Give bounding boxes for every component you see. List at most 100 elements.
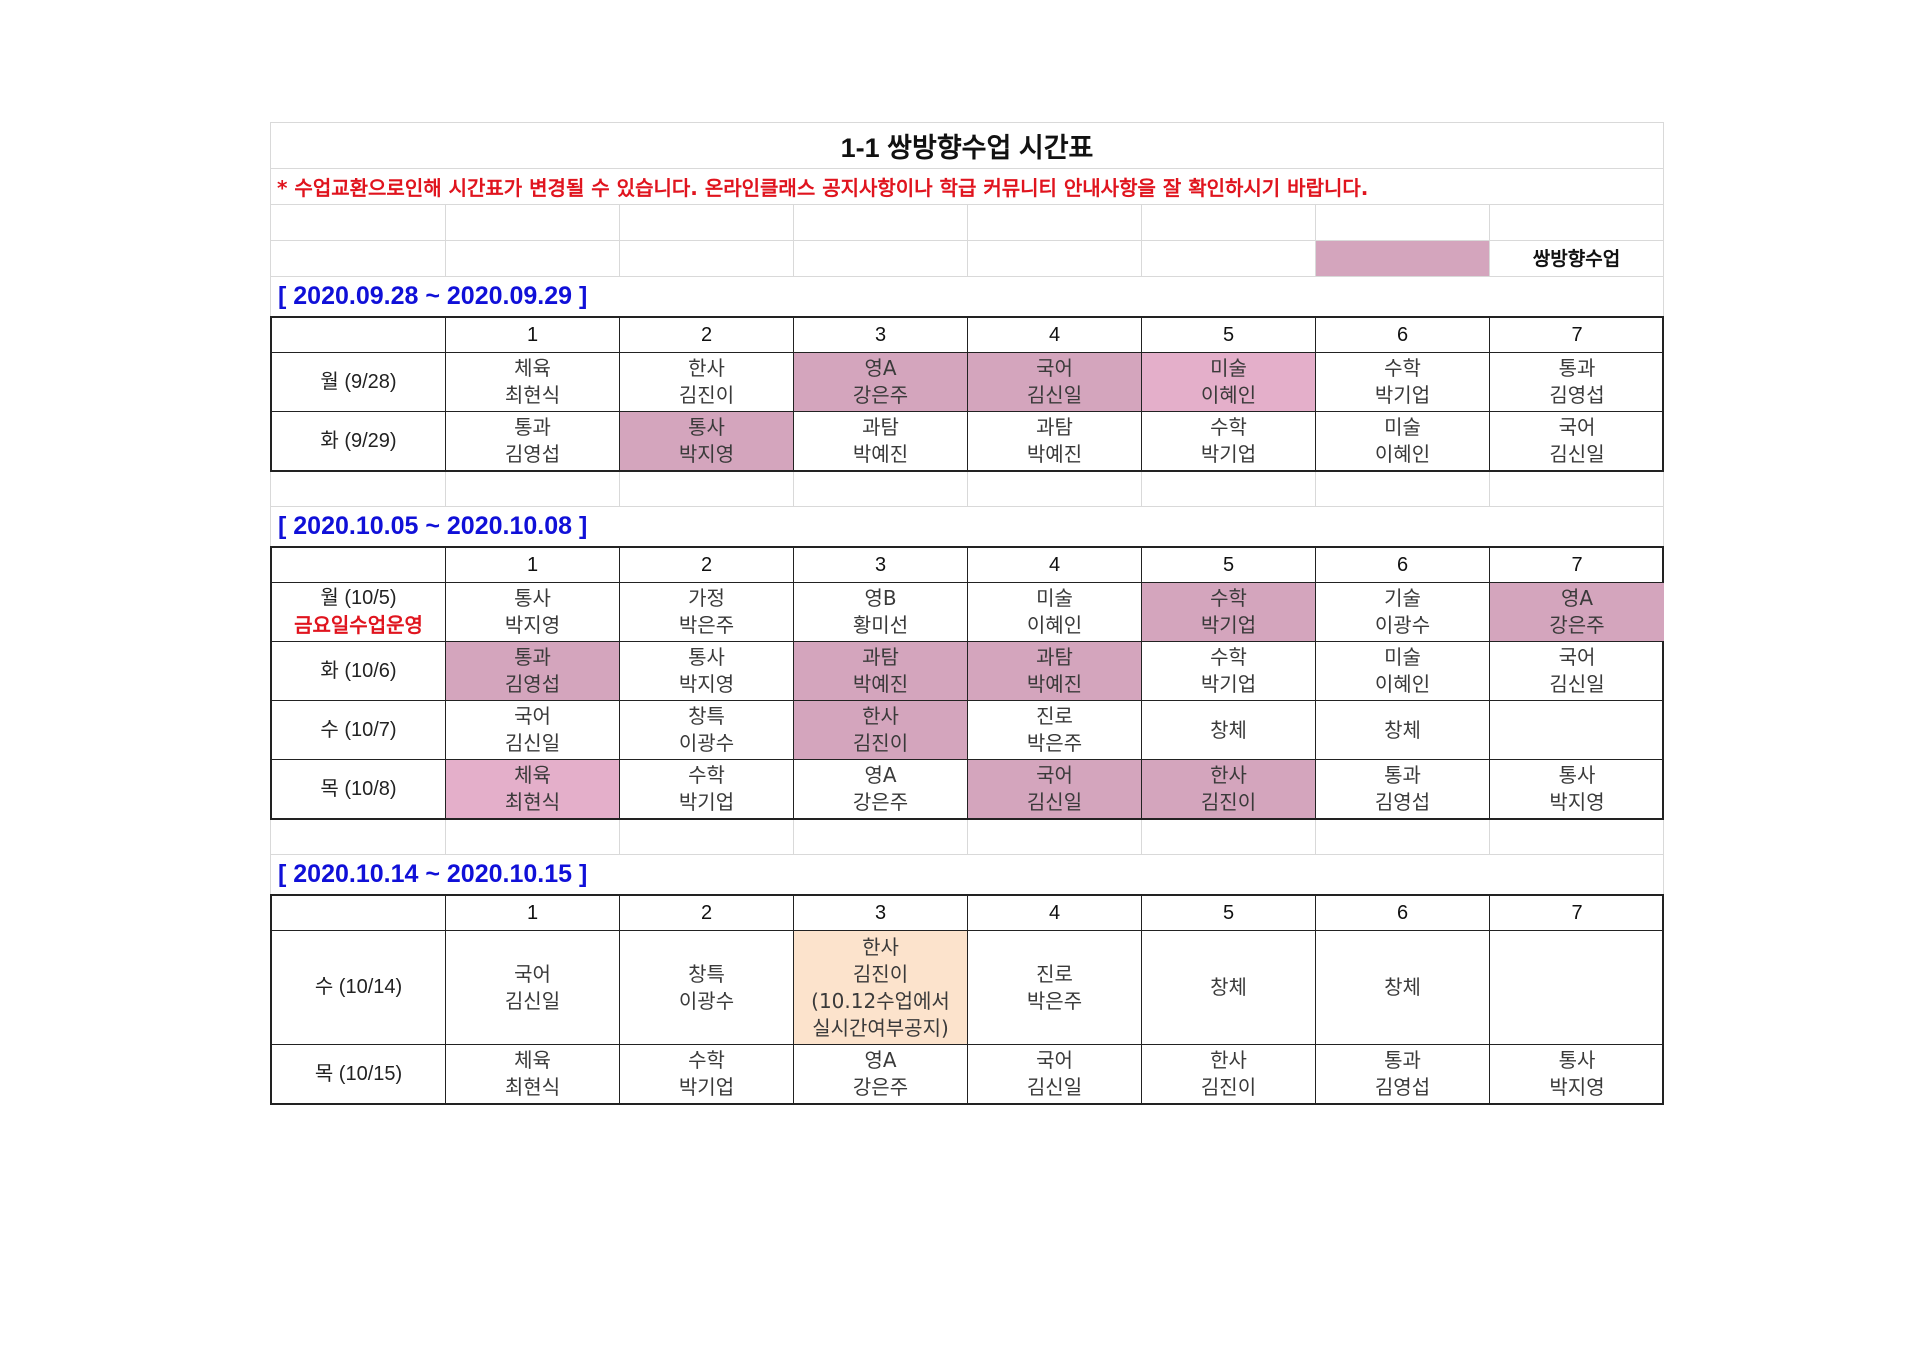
class-cell[interactable]: 진로 박은주	[968, 701, 1142, 759]
period-header[interactable]: 7	[1571, 323, 1583, 346]
period-header[interactable]: 1	[446, 318, 620, 352]
header-empty-cell[interactable]	[272, 896, 446, 930]
class-cell[interactable]: 체육 최현식	[446, 1045, 620, 1103]
class-cell[interactable]: 통과 김영섭	[1316, 1045, 1490, 1103]
class-cell[interactable]: 창특 이광수	[620, 931, 794, 1044]
class-cell[interactable]: 수학 박기업	[1142, 412, 1316, 470]
empty-cell[interactable]	[1142, 241, 1316, 277]
period-header[interactable]: 7	[1571, 553, 1583, 576]
empty-cell[interactable]	[794, 241, 968, 277]
empty-cell[interactable]	[270, 820, 446, 854]
empty-cell[interactable]	[1316, 820, 1490, 854]
class-cell[interactable]: 통사 박지영	[1490, 1045, 1664, 1103]
class-cell[interactable]: 수학 박기업	[1316, 353, 1490, 411]
empty-cell[interactable]	[1142, 472, 1316, 506]
day-cell[interactable]: 화 (9/29)	[272, 412, 446, 470]
period-header[interactable]: 6	[1316, 318, 1490, 352]
class-cell[interactable]: 창체	[1142, 931, 1316, 1044]
period-header[interactable]: 4	[968, 896, 1142, 930]
class-cell[interactable]: 수학 박기업	[1142, 583, 1316, 641]
day-cell[interactable]: 월 (9/28)	[272, 353, 446, 411]
class-cell[interactable]: 한사 김진이 (10.12수업에서 실시간여부공지)	[794, 931, 968, 1044]
class-cell[interactable]: 한사 김진이	[794, 701, 968, 759]
empty-cell[interactable]	[1490, 205, 1664, 240]
class-cell[interactable]: 미술 이혜인	[1142, 353, 1316, 411]
period-header[interactable]: 6	[1316, 896, 1490, 930]
class-cell[interactable]: 영A 강은주	[794, 353, 968, 411]
period-header[interactable]: 3	[794, 896, 968, 930]
class-cell[interactable]: 체육 최현식	[446, 353, 620, 411]
class-cell[interactable]: 통사 박지영	[1490, 760, 1664, 818]
class-cell[interactable]: 수학 박기업	[620, 1045, 794, 1103]
empty-cell[interactable]	[620, 820, 794, 854]
class-cell[interactable]: 통사 박지영	[620, 642, 794, 700]
empty-cell[interactable]	[446, 205, 620, 240]
day-cell[interactable]: 화 (10/6)	[272, 642, 446, 700]
period-header[interactable]: 2	[620, 548, 794, 582]
empty-cell[interactable]	[794, 820, 968, 854]
class-cell[interactable]: 국어 김신일	[968, 353, 1142, 411]
empty-cell[interactable]	[270, 205, 446, 240]
period-header[interactable]: 3	[794, 318, 968, 352]
period-header[interactable]: 5	[1142, 548, 1316, 582]
period-header[interactable]: 7	[1571, 901, 1583, 924]
class-cell[interactable]: 통과 김영섭	[446, 642, 620, 700]
class-cell[interactable]: 국어 김신일	[968, 760, 1142, 818]
class-cell[interactable]: 미술 이혜인	[1316, 642, 1490, 700]
day-cell[interactable]: 수 (10/14)	[272, 931, 446, 1044]
day-cell[interactable]: 목 (10/8)	[272, 760, 446, 818]
class-cell[interactable]: 기술 이광수	[1316, 583, 1490, 641]
empty-cell[interactable]	[1316, 472, 1490, 506]
period-header[interactable]: 6	[1316, 548, 1490, 582]
period-header[interactable]: 5	[1142, 318, 1316, 352]
class-cell[interactable]: 과탐 박예진	[794, 642, 968, 700]
period-header[interactable]: 2	[620, 318, 794, 352]
empty-cell[interactable]	[1316, 205, 1490, 240]
class-cell[interactable]: 영B 황미선	[794, 583, 968, 641]
empty-cell[interactable]	[270, 241, 446, 277]
class-cell[interactable]: 한사 김진이	[1142, 760, 1316, 818]
empty-cell[interactable]	[794, 205, 968, 240]
empty-cell[interactable]	[446, 472, 620, 506]
empty-cell[interactable]	[270, 472, 446, 506]
class-cell[interactable]: 창체	[1142, 701, 1316, 759]
class-cell[interactable]	[1490, 701, 1664, 759]
class-cell[interactable]	[1490, 931, 1664, 1044]
class-cell[interactable]: 창특 이광수	[620, 701, 794, 759]
class-cell[interactable]: 과탐 박예진	[968, 642, 1142, 700]
class-cell[interactable]: 수학 박기업	[1142, 642, 1316, 700]
day-cell[interactable]: 월 (10/5) 금요일수업운영	[272, 583, 446, 641]
empty-cell[interactable]	[794, 472, 968, 506]
period-header[interactable]: 1	[446, 548, 620, 582]
period-header[interactable]: 1	[446, 896, 620, 930]
empty-cell[interactable]	[446, 820, 620, 854]
period-header[interactable]: 5	[1142, 896, 1316, 930]
empty-cell[interactable]	[968, 241, 1142, 277]
day-cell[interactable]: 수 (10/7)	[272, 701, 446, 759]
empty-cell[interactable]	[968, 205, 1142, 240]
class-cell[interactable]: 국어 김신일	[1490, 642, 1664, 700]
empty-cell[interactable]	[1490, 820, 1664, 854]
class-cell[interactable]: 과탐 박예진	[794, 412, 968, 470]
empty-cell[interactable]	[968, 820, 1142, 854]
class-cell[interactable]: 한사 김진이	[1142, 1045, 1316, 1103]
class-cell[interactable]: 가정 박은주	[620, 583, 794, 641]
period-header[interactable]: 4	[968, 548, 1142, 582]
empty-cell[interactable]	[620, 472, 794, 506]
class-cell[interactable]: 통과 김영섭	[446, 412, 620, 470]
class-cell[interactable]: 창체	[1316, 931, 1490, 1044]
header-empty-cell[interactable]	[272, 548, 446, 582]
class-cell[interactable]: 영A 강은주	[794, 760, 968, 818]
class-cell[interactable]: 과탐 박예진	[968, 412, 1142, 470]
class-cell[interactable]: 영A 강은주	[1490, 583, 1664, 641]
class-cell[interactable]: 통과 김영섭	[1316, 760, 1490, 818]
class-cell[interactable]: 체육 최현식	[446, 760, 620, 818]
class-cell[interactable]: 국어 김신일	[1490, 412, 1664, 470]
class-cell[interactable]: 미술 이혜인	[968, 583, 1142, 641]
empty-cell[interactable]	[968, 472, 1142, 506]
class-cell[interactable]: 한사 김진이	[620, 353, 794, 411]
header-empty-cell[interactable]	[272, 318, 446, 352]
class-cell[interactable]: 진로 박은주	[968, 931, 1142, 1044]
period-header[interactable]: 2	[620, 896, 794, 930]
class-cell[interactable]: 국어 김신일	[446, 701, 620, 759]
